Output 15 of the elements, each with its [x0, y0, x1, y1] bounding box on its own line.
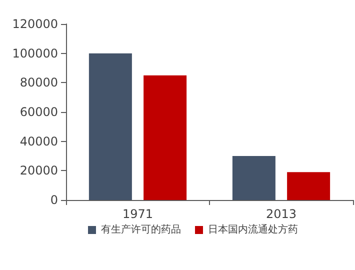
y-tick-label: 20000	[20, 164, 58, 178]
y-tick-label: 100000	[12, 46, 58, 60]
legend-label: 有生产许可的药品	[101, 224, 181, 236]
legend-label: 日本国内流通处方药	[208, 224, 298, 236]
bar	[232, 156, 276, 200]
bar	[287, 172, 330, 200]
x-tick-label: 1971	[122, 207, 154, 221]
x-tick-label: 2013	[266, 207, 297, 221]
y-tick-label: 40000	[20, 134, 58, 148]
y-tick-label: 80000	[20, 76, 58, 90]
bar	[144, 75, 187, 200]
y-tick-label: 120000	[12, 17, 58, 31]
bar	[88, 53, 132, 200]
y-tick-label: 0	[50, 193, 58, 207]
y-tick-label: 60000	[20, 105, 58, 119]
